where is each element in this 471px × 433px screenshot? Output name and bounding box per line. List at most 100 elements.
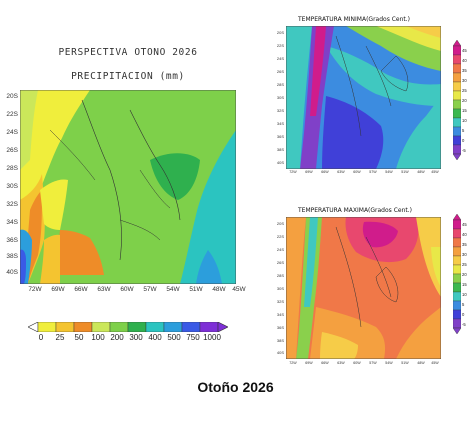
colorbar-tick: 40 [462, 58, 467, 63]
lat-label: 40S [6, 269, 18, 276]
colorbar-tick: 30 [462, 252, 467, 257]
tmax-map-title: TEMPERATURA MAXIMA(Grados Cent.) [298, 207, 412, 214]
colorbar-swatch [453, 135, 461, 146]
lon-label: 54W [166, 286, 180, 293]
colorbar-swatch [109, 322, 129, 332]
lat-label: 38S [276, 147, 284, 152]
colorbar-swatch [453, 237, 461, 248]
tmin-map [286, 26, 441, 169]
lat-label: 20S [6, 93, 18, 100]
colorbar-tick: 10 [462, 118, 467, 123]
lat-label: 20S [276, 221, 284, 226]
colorbar-swatch [453, 90, 461, 101]
lon-label: 60W [353, 361, 361, 365]
colorbar-swatch [453, 108, 461, 119]
colorbar-tick: 0 [462, 138, 465, 143]
lon-label: 60W [120, 286, 134, 293]
precip-colorbar-ticks: 0 25 50 100 200 300 400 500 750 1000 [28, 333, 228, 343]
lat-label: 34S [6, 219, 18, 226]
colorbar-swatch [453, 273, 461, 284]
colorbar-swatch [453, 99, 461, 110]
colorbar-tick: 5 [462, 302, 465, 307]
lon-label: 48W [417, 170, 425, 174]
colorbar-tick: 10 [462, 292, 467, 297]
lat-label: 30S [276, 95, 284, 100]
colorbar-over-arrow [217, 322, 228, 332]
colorbar-swatch [453, 291, 461, 302]
lat-label: 28S [6, 165, 18, 172]
lat-label: 38S [276, 338, 284, 343]
lon-label: 72W [289, 170, 297, 174]
colorbar-tick: 400 [148, 333, 162, 342]
colorbar-swatch [453, 300, 461, 311]
colorbar-swatch [55, 322, 75, 332]
colorbar-swatch [453, 255, 461, 266]
colorbar-swatch [453, 309, 461, 320]
tmax-map [286, 217, 441, 359]
colorbar-tick: -5 [462, 322, 466, 327]
colorbar-swatch [453, 318, 461, 329]
colorbar-tick: 200 [110, 333, 124, 342]
lon-label: 54W [385, 170, 393, 174]
lon-label: 60W [353, 170, 361, 174]
lon-label: 51W [401, 170, 409, 174]
colorbar-swatch [453, 117, 461, 128]
lat-label: 36S [6, 237, 18, 244]
lat-label: 32S [276, 108, 284, 113]
lat-label: 32S [6, 201, 18, 208]
colorbar-tick: 40 [462, 232, 467, 237]
lon-label: 66W [321, 361, 329, 365]
colorbar-tick: 30 [462, 78, 467, 83]
colorbar-swatch [453, 63, 461, 74]
colorbar-swatch [145, 322, 165, 332]
colorbar-swatch [199, 322, 219, 332]
colorbar-swatch [453, 72, 461, 83]
colorbar-swatch [73, 322, 93, 332]
colorbar-tick: 25 [462, 88, 467, 93]
colorbar-tick: 0 [38, 333, 44, 342]
lat-label: 26S [276, 260, 284, 265]
lon-label: 63W [337, 361, 345, 365]
lat-label: 22S [276, 234, 284, 239]
lon-label: 57W [369, 170, 377, 174]
lon-label: 69W [305, 361, 313, 365]
lat-label: 28S [276, 273, 284, 278]
colorbar-tick: 35 [462, 68, 467, 73]
lon-label: 57W [143, 286, 157, 293]
lon-label: 45W [232, 286, 246, 293]
lon-label: 63W [337, 170, 345, 174]
precipitation-map [20, 90, 236, 284]
colorbar-tick: 1000 [203, 333, 221, 342]
lon-label: 63W [97, 286, 111, 293]
colorbar-over-arrow [453, 40, 461, 47]
lat-label: 26S [276, 69, 284, 74]
colorbar-tick: 20 [462, 98, 467, 103]
colorbar-tick: 5 [462, 128, 465, 133]
colorbar-tick: 25 [55, 333, 65, 342]
lon-label: 45W [431, 170, 439, 174]
lat-label: 36S [276, 134, 284, 139]
colorbar-swatch [127, 322, 147, 332]
lat-label: 22S [276, 43, 284, 48]
colorbar-swatch [181, 322, 201, 332]
tmin-map-svg [286, 26, 441, 169]
tmin-map-title: TEMPERATURA MINIMA(Grados Cent.) [298, 16, 411, 23]
colorbar-tick: 35 [462, 242, 467, 247]
lon-label: 45W [431, 361, 439, 365]
lat-label: 36S [276, 325, 284, 330]
tmax-map-svg [286, 217, 441, 359]
lat-label: 30S [6, 183, 18, 190]
colorbar-swatch [453, 282, 461, 293]
colorbar-swatch [453, 219, 461, 230]
colorbar-tick: 15 [462, 108, 467, 113]
colorbar-tick: 15 [462, 282, 467, 287]
colorbar-swatch [453, 45, 461, 56]
lon-label: 57W [369, 361, 377, 365]
colorbar-tick: -5 [462, 148, 466, 153]
lat-label: 24S [276, 247, 284, 252]
colorbar-over-arrow [453, 214, 461, 221]
lon-label: 69W [305, 170, 313, 174]
lat-label: 26S [6, 147, 18, 154]
colorbar-tick: 50 [74, 333, 84, 342]
colorbar-under-arrow [28, 322, 39, 332]
